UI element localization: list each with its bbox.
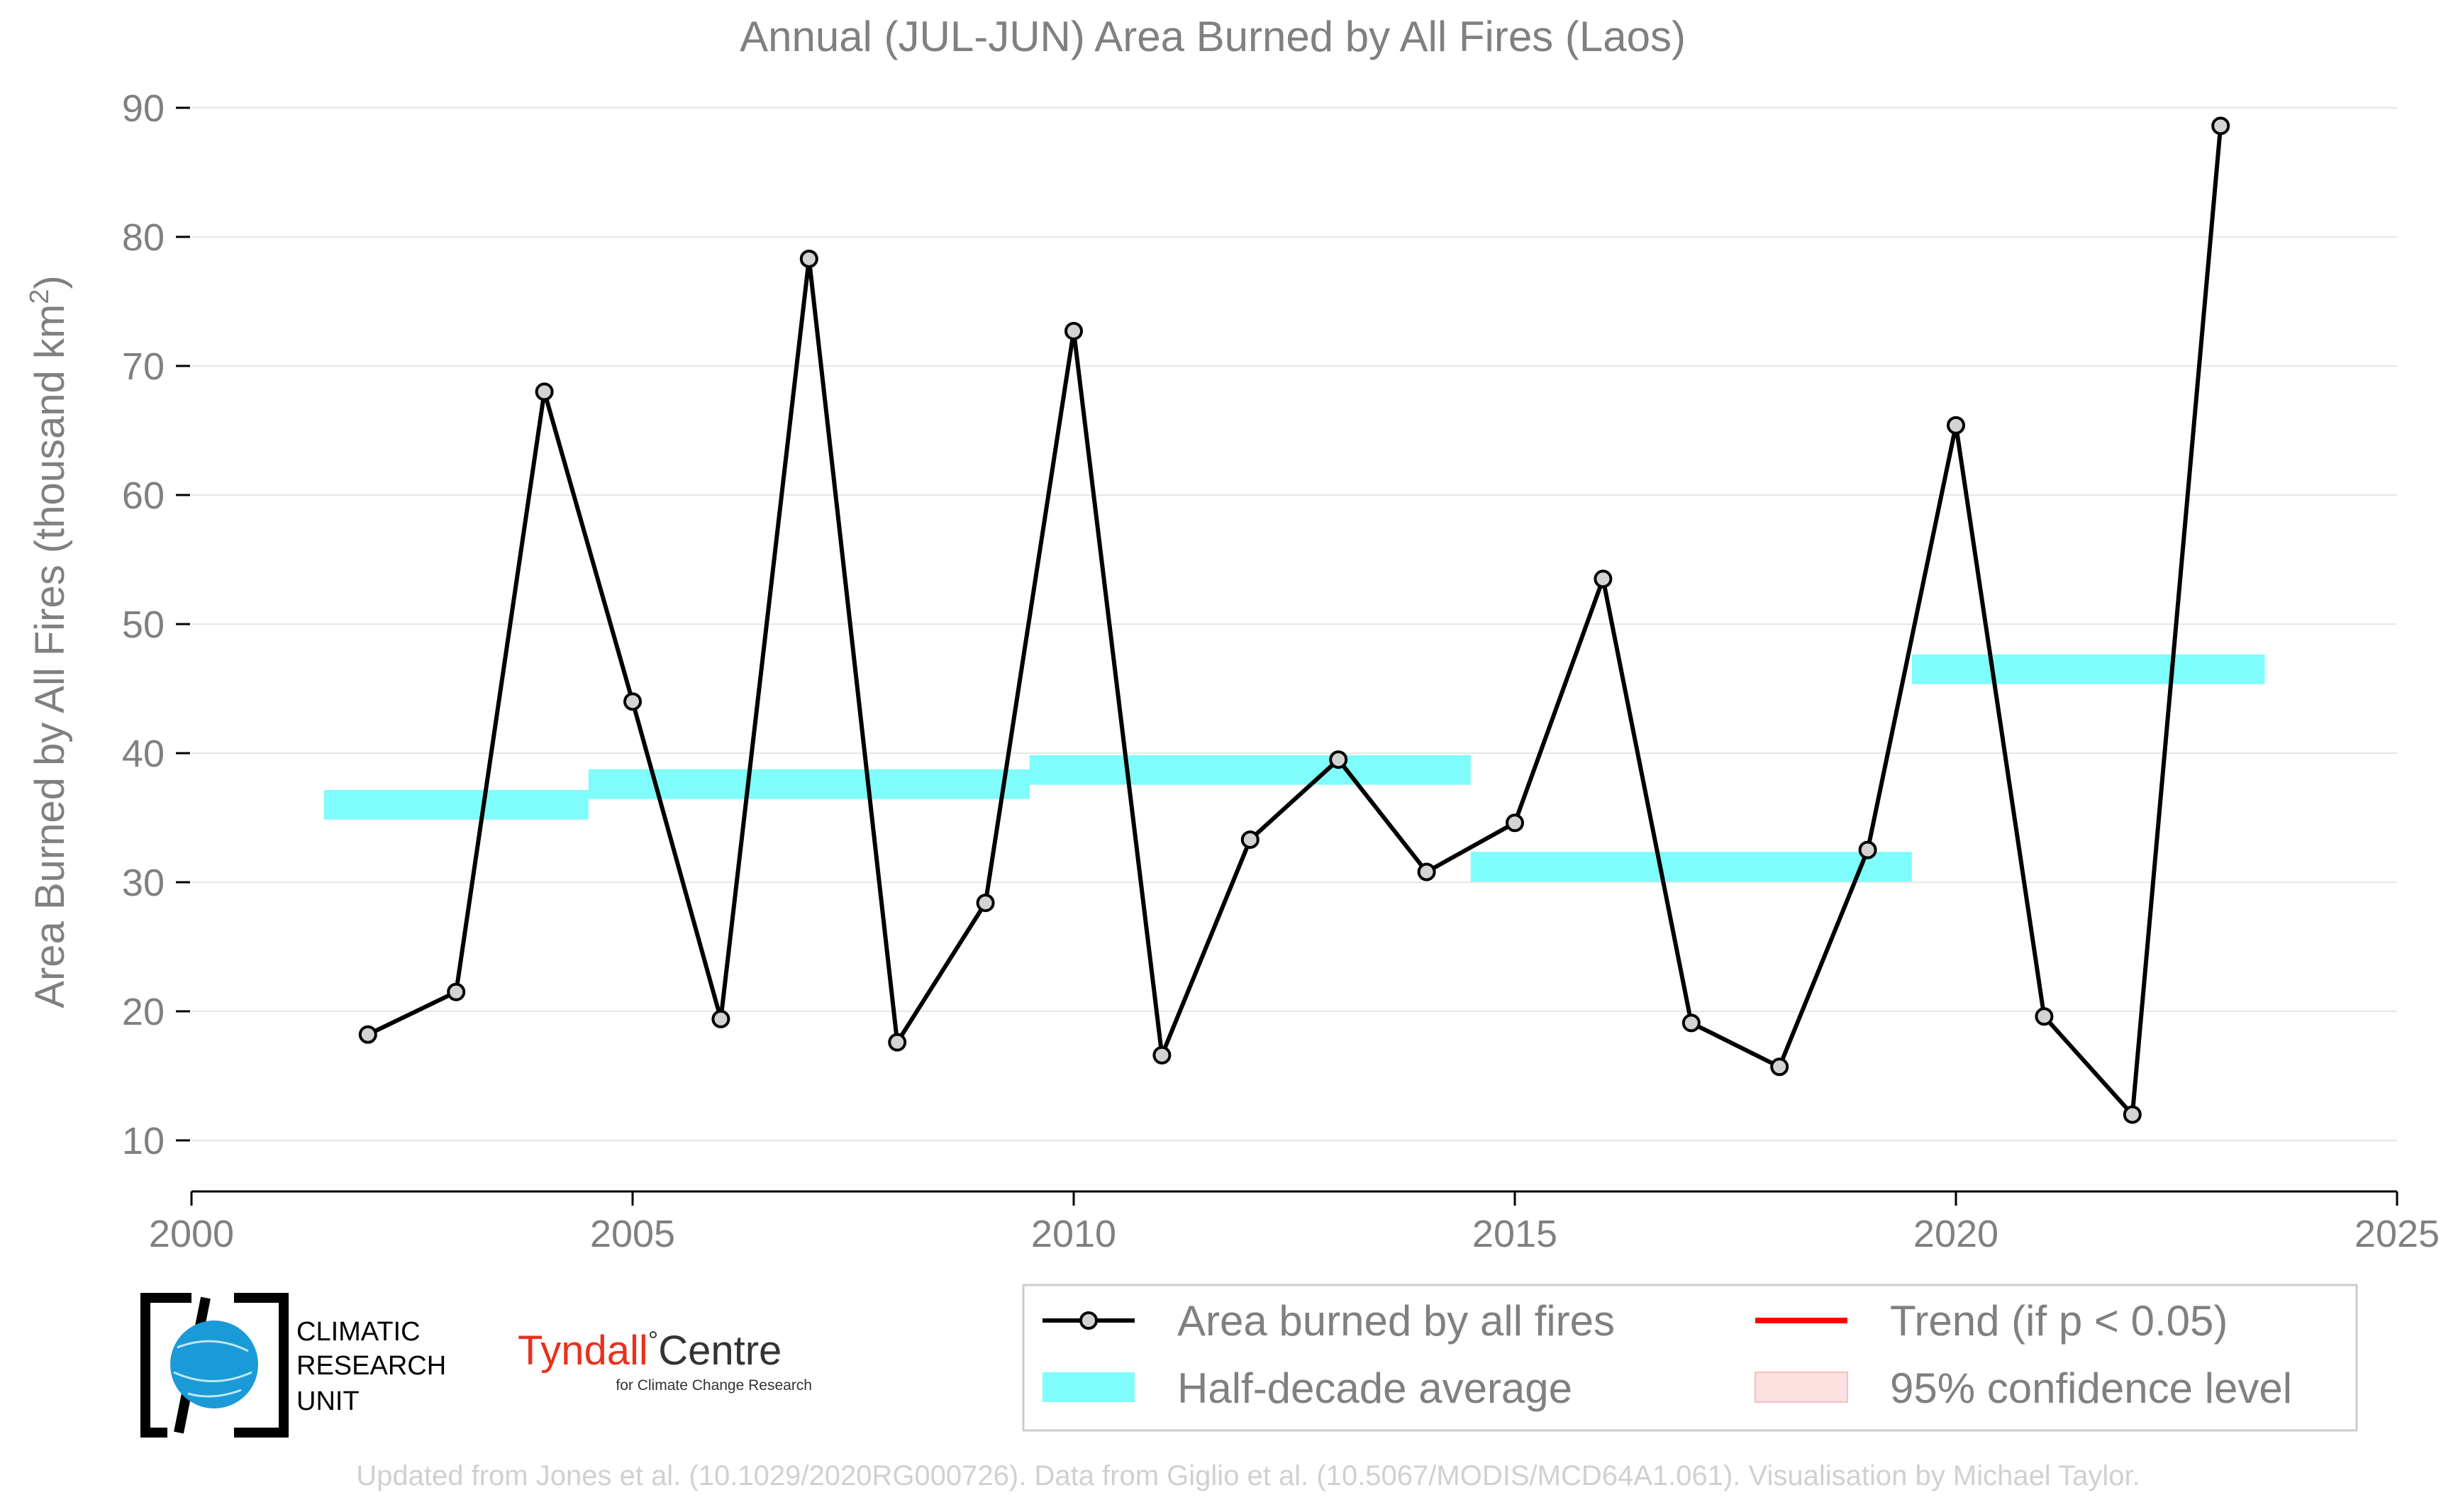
data-point [1329,750,1348,769]
cru-bracket-left [140,1293,191,1438]
data-point [799,249,818,268]
tyndall-subtitle: for Climate Change Research [616,1377,812,1394]
cru-line3: UNIT [296,1386,360,1416]
y-tick-label: 60 [122,474,165,517]
data-point [888,1033,907,1052]
series-line [367,126,2223,1117]
legend-label-area-burned: Area burned by all fires [1177,1297,1615,1345]
x-tick-label: 2020 [1913,1213,1998,1255]
x-tick-label: 2025 [2354,1213,2440,1255]
half-decade-bar [1029,755,1471,785]
data-point [358,1025,377,1044]
credit-line: Updated from Jones et al. (10.1029/2020R… [356,1460,2140,1491]
data-point [1947,416,1965,435]
chart-title: Annual (JUL-JUN) Area Burned by All Fire… [740,13,1686,60]
x-tick-label: 2000 [149,1213,234,1255]
gridlines [191,107,2397,1141]
legend-half-decade-swatch [1043,1372,1135,1402]
y-tick-label: 10 [122,1120,165,1162]
tyndall-wordmark: Tyndall°Centre [518,1325,782,1374]
data-point [1506,813,1524,833]
legend-label-half-decade: Half-decade average [1177,1364,1572,1412]
data-point [1858,840,1877,860]
half-decade-bar [1911,654,2265,684]
half-decade-bar [1470,852,1912,882]
y-tick-label: 90 [122,87,165,130]
axes [176,106,2398,1206]
data-point [2211,116,2230,135]
y-tick-labels: 10 20 30 40 50 60 70 80 90 [122,87,165,1162]
y-tick-label: 50 [122,604,165,646]
data-point [535,382,554,401]
legend-confidence-swatch [1755,1372,1848,1403]
tyndall-logo: Tyndall°Centre for Climate Change Resear… [518,1325,812,1394]
x-tick-label: 2015 [1472,1213,1557,1255]
y-axis-title: Area Burned by All Fires (thousand km2) [25,275,73,1008]
cru-bracket-right [234,1293,289,1438]
data-point [1417,862,1436,882]
data-point [2123,1105,2142,1124]
x-tick-label: 2010 [1031,1213,1116,1255]
cru-logo: CLIMATIC RESEARCH UNIT [140,1293,446,1438]
legend-label-confidence: 95% confidence level [1890,1364,2292,1412]
data-point [2035,1007,2054,1026]
legend-marker-swatch [1079,1311,1098,1330]
data-point [1064,321,1083,340]
data-point [623,692,642,711]
cru-line2: RESEARCH [296,1351,446,1381]
data-point [976,894,995,913]
y-tick-label: 70 [122,345,165,388]
half-decade-bar [588,769,1030,799]
half-decade-average-bars [323,654,2265,882]
legend-box [1022,1284,2358,1432]
y-tick-label: 30 [122,862,165,904]
y-tick-label: 20 [122,991,165,1033]
legend-label-trend: Trend (if p < 0.05) [1890,1297,2228,1345]
globe-contours [173,1340,252,1398]
legend: Area burned by all fires Trend (if p < 0… [1022,1284,2358,1432]
area-burned-series [358,116,2230,1124]
data-point [1594,569,1613,589]
data-point [1240,830,1260,849]
x-tick-label: 2005 [590,1213,675,1255]
cru-line1: CLIMATIC [296,1317,421,1347]
data-point [1770,1057,1789,1077]
data-point [711,1009,730,1028]
half-decade-bar [323,789,589,820]
y-tick-label: 40 [122,733,165,775]
data-point [1681,1013,1701,1033]
y-tick-label: 80 [122,216,165,259]
x-tick-labels: 2000 2005 2010 2015 2020 2025 [149,1213,2440,1255]
data-point [447,982,466,1001]
data-point [1152,1045,1172,1064]
